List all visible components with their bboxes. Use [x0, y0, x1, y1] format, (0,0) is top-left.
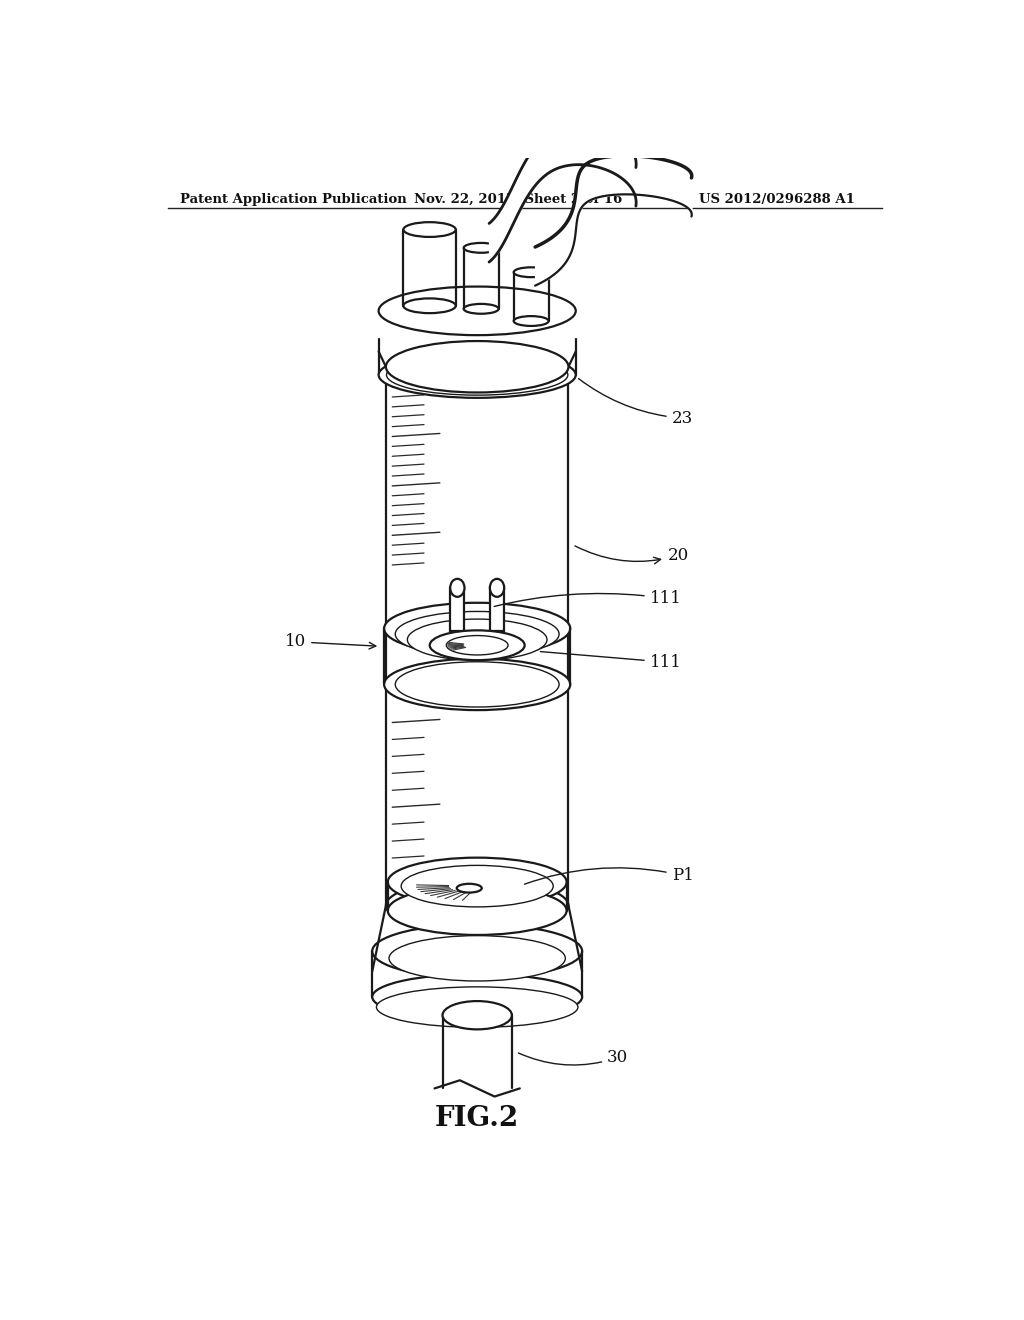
Text: FIG.2: FIG.2: [435, 1105, 519, 1133]
Text: US 2012/0296288 A1: US 2012/0296288 A1: [699, 193, 855, 206]
Ellipse shape: [389, 936, 565, 981]
Ellipse shape: [451, 579, 465, 597]
Ellipse shape: [514, 268, 549, 277]
Text: Patent Application Publication: Patent Application Publication: [179, 193, 407, 206]
Ellipse shape: [403, 298, 456, 313]
Text: Nov. 22, 2012  Sheet 2 of 16: Nov. 22, 2012 Sheet 2 of 16: [414, 193, 622, 206]
Text: P1: P1: [524, 867, 693, 884]
Text: 10: 10: [285, 634, 376, 651]
Ellipse shape: [464, 243, 499, 252]
Ellipse shape: [403, 222, 456, 236]
Ellipse shape: [373, 974, 582, 1020]
Ellipse shape: [408, 619, 547, 660]
Text: 111: 111: [495, 590, 682, 607]
Ellipse shape: [457, 884, 481, 892]
Text: 20: 20: [574, 546, 689, 564]
Ellipse shape: [373, 924, 582, 978]
Ellipse shape: [379, 286, 575, 335]
FancyBboxPatch shape: [489, 587, 504, 631]
FancyBboxPatch shape: [451, 587, 465, 631]
Ellipse shape: [384, 659, 570, 710]
Ellipse shape: [514, 315, 549, 326]
Ellipse shape: [384, 603, 570, 655]
Ellipse shape: [386, 341, 568, 392]
Text: 23: 23: [579, 379, 693, 426]
Text: 30: 30: [518, 1049, 629, 1067]
Ellipse shape: [489, 579, 504, 597]
Ellipse shape: [442, 1001, 512, 1030]
Ellipse shape: [386, 879, 568, 931]
Ellipse shape: [464, 304, 499, 314]
Ellipse shape: [430, 631, 524, 660]
Ellipse shape: [388, 886, 566, 935]
Ellipse shape: [377, 987, 578, 1027]
Ellipse shape: [401, 866, 553, 907]
Ellipse shape: [379, 352, 575, 397]
Ellipse shape: [388, 858, 566, 907]
Text: 111: 111: [541, 652, 682, 671]
Ellipse shape: [395, 611, 559, 657]
